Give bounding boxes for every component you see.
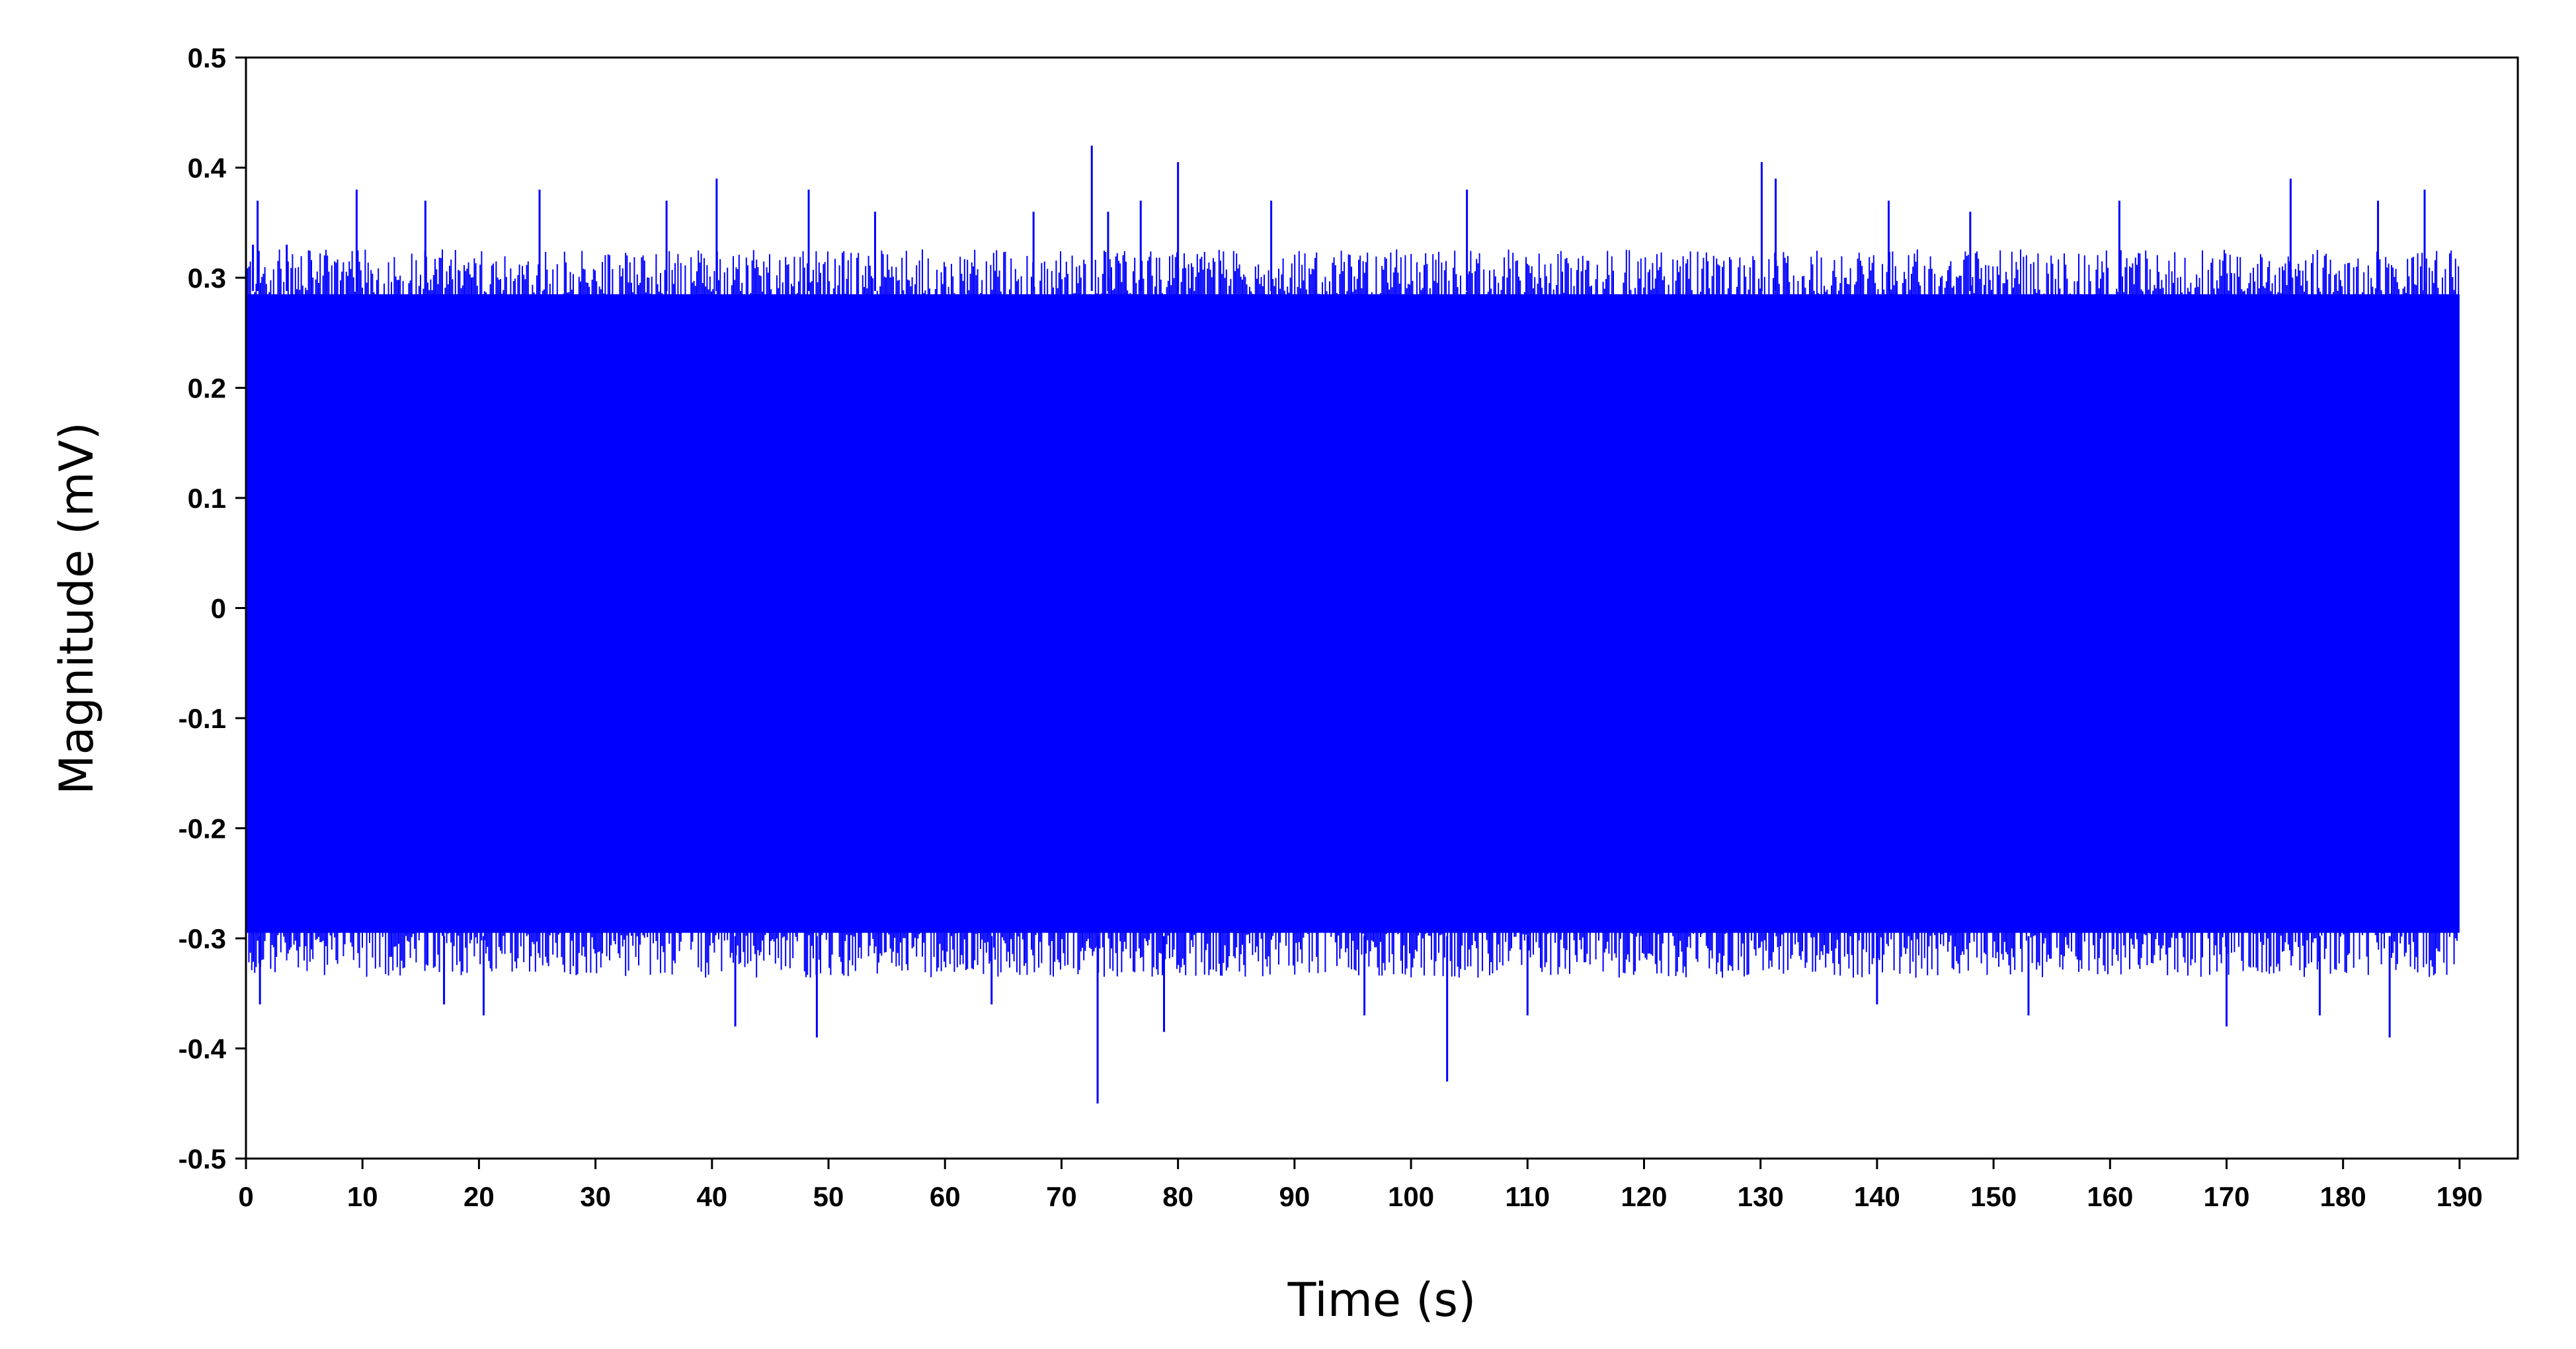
x-tick-label: 40 [696, 1181, 727, 1212]
x-axis-title: Time (s) [1287, 1273, 1476, 1327]
y-tick-label: -0.1 [179, 703, 226, 734]
x-tick-label: 30 [580, 1181, 611, 1212]
y-tick-label: -0.4 [179, 1034, 227, 1065]
y-axis-ticks: 0.5 0.4 0.3 0.2 0.1 0 -0.1 -0.2 -0.3 -0.4 -0.5 [179, 42, 246, 1174]
y-tick-label: 0.2 [188, 373, 226, 404]
x-tick-label: 180 [2320, 1181, 2366, 1212]
y-tick-label: 0.4 [188, 153, 227, 184]
y-tick-label: -0.5 [179, 1143, 226, 1174]
x-tick-label: 0 [238, 1181, 253, 1212]
x-tick-label: 70 [1046, 1181, 1077, 1212]
x-tick-label: 140 [1854, 1181, 1900, 1212]
x-tick-label: 150 [1970, 1181, 2017, 1212]
x-tick-label: 190 [2436, 1181, 2483, 1212]
y-tick-label: -0.3 [179, 923, 226, 954]
x-tick-label: 110 [1505, 1181, 1550, 1212]
series-layer [245, 145, 2460, 1104]
x-tick-label: 130 [1738, 1181, 1784, 1212]
plot-frame [245, 56, 2519, 1160]
x-tick-label: 20 [463, 1181, 495, 1212]
y-axis-title: Magnitude (mV) [50, 422, 104, 795]
x-tick-label: 80 [1162, 1181, 1193, 1212]
signal-body [246, 294, 2460, 933]
y-tick-label: 0 [211, 593, 226, 624]
x-tick-label: 60 [930, 1181, 961, 1212]
x-tick-label: 50 [813, 1181, 844, 1212]
x-tick-label: 160 [2087, 1181, 2133, 1212]
y-tick-label: 0.5 [188, 42, 226, 73]
x-tick-label: 90 [1279, 1181, 1310, 1212]
y-tick-label: 0.1 [188, 483, 226, 514]
x-tick-label: 10 [347, 1181, 378, 1212]
x-tick-label: 100 [1388, 1181, 1434, 1212]
x-axis-ticks: 0 10 20 30 40 50 60 70 80 90 100 110 120 130 140 150 160… [238, 1159, 2483, 1212]
x-tick-label: 170 [2203, 1181, 2249, 1212]
y-tick-label: 0.3 [188, 263, 226, 294]
x-tick-label: 120 [1621, 1181, 1667, 1212]
y-tick-label: -0.2 [179, 813, 226, 844]
